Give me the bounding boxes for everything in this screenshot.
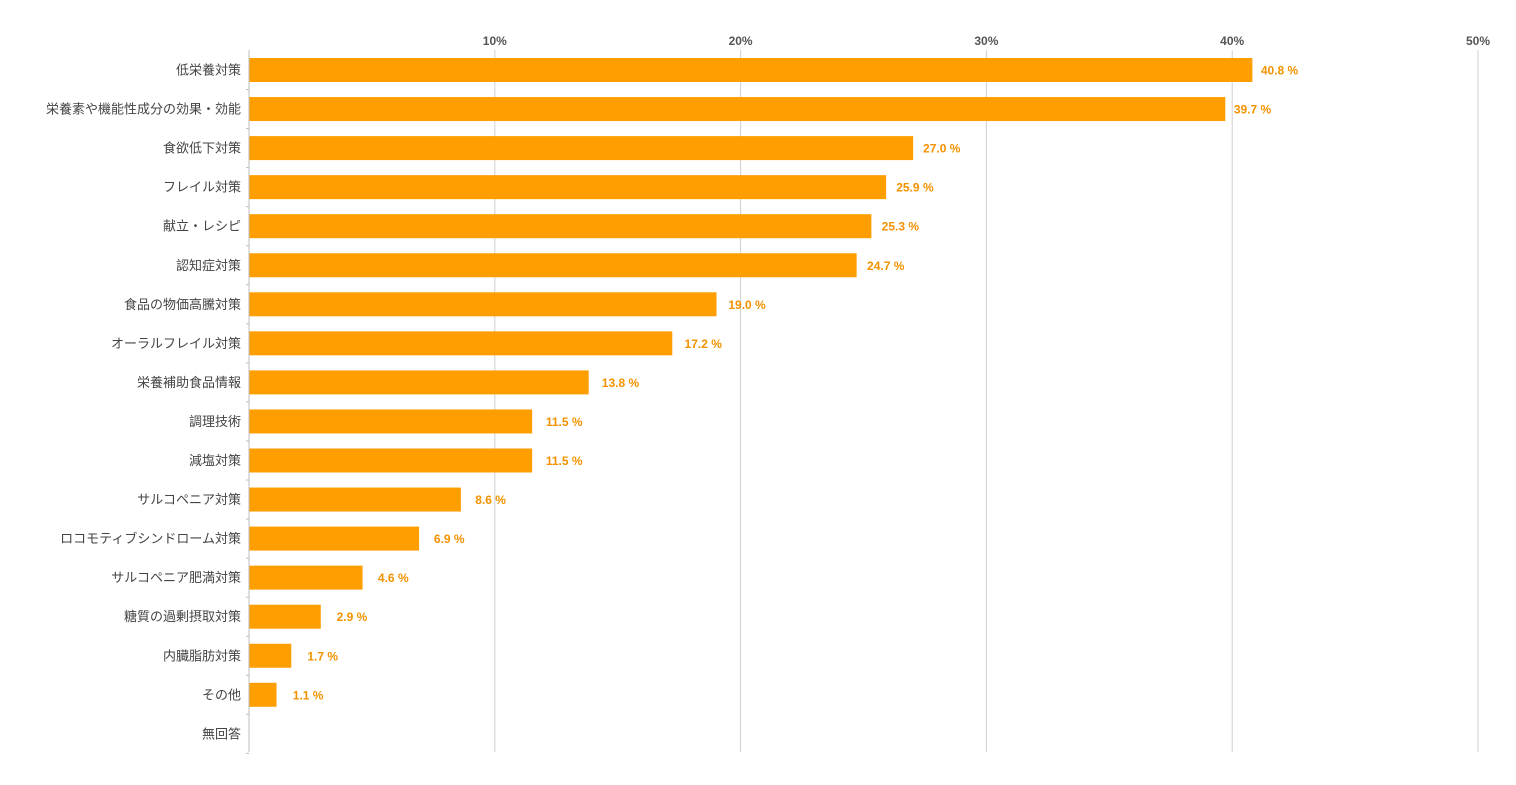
bar	[249, 526, 420, 551]
value-label: 11.5 %	[546, 415, 583, 429]
value-labels: 40.8 % 39.7 % 27.0 % 25.9 % 25.3 % 24.7 % 19.0…	[293, 64, 1299, 703]
value-label: 25.3 %	[882, 220, 920, 234]
category-label: その他	[202, 688, 241, 703]
gridlines	[246, 50, 1479, 754]
category-label: 栄養補助食品情報	[137, 375, 241, 391]
category-label: 食欲低下対策	[163, 141, 241, 157]
bar	[249, 604, 321, 629]
bar	[249, 565, 363, 590]
category-label: フレイル対策	[163, 180, 241, 196]
bar	[249, 331, 673, 356]
bar	[249, 448, 533, 473]
category-label: サルコペニア肥満対策	[111, 570, 241, 586]
x-tick-label: 30%	[974, 34, 998, 48]
bar	[249, 253, 857, 278]
value-label: 39.7 %	[1234, 103, 1272, 117]
category-label: 減塩対策	[189, 453, 241, 469]
category-label: オーラルフレイル対策	[111, 336, 241, 352]
value-label: 8.6 %	[475, 493, 506, 507]
value-label: 19.0 %	[728, 298, 766, 312]
category-label: 低栄養対策	[176, 63, 241, 79]
bar	[249, 214, 872, 239]
value-label: 11.5 %	[546, 454, 583, 468]
value-label: 1.7 %	[307, 649, 338, 663]
value-label: 25.9 %	[896, 181, 934, 195]
x-tick-label: 40%	[1220, 34, 1244, 48]
bar	[249, 370, 589, 395]
x-tick-label: 10%	[483, 34, 507, 48]
category-label: 内臓脂肪対策	[163, 648, 241, 664]
value-label: 4.6 %	[378, 571, 409, 585]
value-label: 40.8 %	[1261, 64, 1299, 78]
bar	[249, 175, 887, 200]
value-label: 17.2 %	[685, 337, 723, 351]
bar	[249, 409, 533, 434]
value-label: 13.8 %	[602, 376, 640, 390]
category-label: 食品の物価高騰対策	[124, 297, 241, 313]
bars	[249, 58, 1253, 707]
category-labels: 低栄養対策栄養素や機能性成分の効果・効能食欲低下対策フレイル対策献立・レシピ認知…	[46, 63, 241, 743]
bar	[249, 487, 461, 512]
bar	[249, 58, 1253, 82]
bar	[249, 643, 292, 668]
category-label: 無回答	[202, 726, 241, 742]
category-label: 調理技術	[189, 415, 241, 430]
value-label: 6.9 %	[434, 532, 465, 546]
x-tick-label: 20%	[729, 34, 753, 48]
category-label: 認知症対策	[176, 258, 241, 274]
category-label: 糖質の過剰摂取対策	[124, 609, 241, 625]
category-label: 献立・レシピ	[163, 220, 241, 235]
bar	[249, 292, 717, 317]
bar	[249, 682, 277, 707]
value-label: 2.9 %	[337, 610, 368, 624]
category-label: ロコモティブシンドローム対策	[60, 531, 241, 547]
x-axis-ticks: 10% 20% 30% 40% 50%	[483, 34, 1491, 48]
category-label: サルコペニア対策	[137, 492, 241, 508]
bar	[249, 136, 914, 161]
category-label: 栄養素や機能性成分の効果・効能	[46, 102, 241, 118]
value-label: 27.0 %	[923, 142, 961, 156]
bar	[249, 97, 1226, 122]
value-label: 1.1 %	[293, 688, 324, 702]
x-tick-label: 50%	[1466, 34, 1490, 48]
value-label: 24.7 %	[867, 259, 905, 273]
